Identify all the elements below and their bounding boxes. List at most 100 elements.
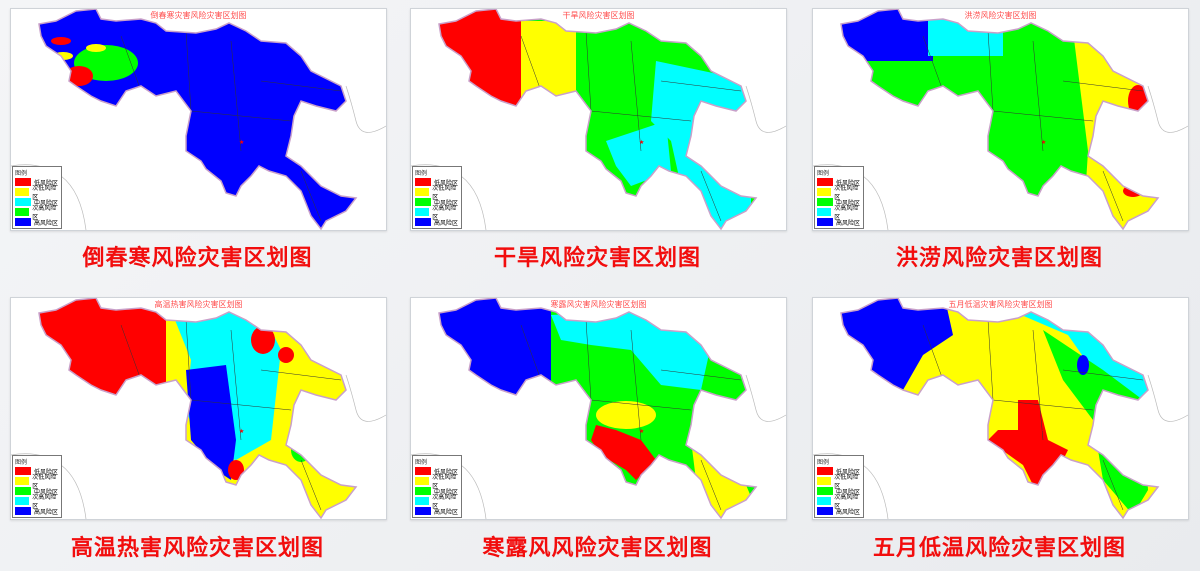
risk-zone-red — [65, 66, 93, 86]
legend-label: 低风险区 — [34, 179, 59, 187]
legend-item: 次高风险区 — [817, 205, 861, 221]
county-boundary — [1032, 329, 1044, 441]
legend-item: 中风险区 — [817, 486, 861, 496]
legend-swatch — [15, 188, 30, 196]
risk-zones — [841, 9, 1158, 229]
legend-swatch — [415, 218, 431, 226]
legend-item: 次低风险区 — [817, 474, 861, 490]
legend-item: 次高风险区 — [415, 205, 459, 221]
legend-title: 图例 — [415, 170, 428, 177]
legend-swatch — [415, 497, 430, 505]
county-boundary — [1062, 369, 1144, 381]
risk-map: ★ — [813, 9, 1188, 230]
risk-map-panel: ★ 高温热害风险灾害区划图 图例 低风险区 次低风险区 中风险区 次高风险区 高风险区 — [10, 297, 387, 520]
legend-item: 高风险区 — [415, 506, 459, 516]
legend-label: 次高风险区 — [32, 205, 57, 221]
map-caption: 高温热害风险灾害区划图 — [70, 536, 324, 561]
legend-label: 中风险区 — [836, 488, 861, 496]
risk-zone-red — [439, 9, 526, 111]
risk-zones — [841, 298, 1158, 518]
risk-zone-yellow — [596, 401, 656, 429]
county-boundary — [585, 319, 592, 401]
capital-star-icon: ★ — [239, 139, 244, 146]
map-legend: 图例 低风险区 次低风险区 中风险区 次高风险区 高风险区 — [12, 166, 62, 229]
legend-label: 高风险区 — [34, 508, 59, 516]
neighbor-boundary — [745, 85, 786, 133]
legend-swatch — [415, 487, 431, 495]
county-boundary — [1102, 459, 1124, 511]
risk-zone-red — [39, 298, 166, 400]
legend-swatch — [817, 467, 833, 475]
map-outline — [38, 298, 358, 519]
risk-zone-red — [988, 400, 1068, 485]
county-boundary — [190, 110, 292, 122]
map-caption: 干旱风险灾害区划图 — [493, 246, 701, 271]
map-outline — [438, 298, 758, 519]
county-boundary — [660, 369, 742, 381]
county-boundary — [585, 30, 592, 112]
county-boundary — [260, 369, 342, 381]
map-title: 五月低温灾害风险灾害区划图 — [948, 300, 1053, 309]
legend-label: 低风险区 — [836, 468, 861, 476]
legend-item: 高风险区 — [15, 217, 59, 227]
map-caption: 洪涝风险灾害区划图 — [895, 246, 1103, 271]
legend-item: 次低风险区 — [15, 185, 59, 201]
county-boundary — [230, 40, 242, 152]
legend-label: 次低风险区 — [432, 185, 457, 201]
neighbor-boundary — [745, 374, 786, 422]
county-boundary — [630, 40, 642, 152]
risk-zone-red — [228, 460, 244, 480]
risk-map-panel: ★ 干旱风险灾害区划图 图例 低风险区 次低风险区 中风险区 次高风险区 高风险区 — [410, 8, 787, 231]
legend-swatch — [415, 467, 431, 475]
legend-swatch — [817, 477, 832, 485]
county-boundary — [120, 324, 142, 381]
legend-item: 低风险区 — [15, 177, 59, 187]
legend-label: 高风险区 — [434, 508, 459, 516]
legend-swatch — [415, 178, 431, 186]
legend-label: 低风险区 — [434, 179, 459, 187]
legend-label: 次高风险区 — [32, 494, 57, 510]
legend-item: 高风险区 — [817, 217, 861, 227]
map-outline — [840, 298, 1160, 519]
risk-zone-red — [1120, 120, 1136, 152]
legend-swatch — [415, 208, 430, 216]
legend-item: 低风险区 — [15, 466, 59, 476]
map-caption: 寒露风风险灾害区划图 — [482, 536, 713, 561]
map-title: 倒春寒灾害风险灾害区划图 — [150, 11, 247, 20]
legend-item: 高风险区 — [415, 217, 459, 227]
map-title: 洪涝风险灾害区划图 — [964, 11, 1037, 20]
legend-swatch — [415, 188, 430, 196]
county-boundary — [260, 80, 342, 92]
legend-swatch — [15, 467, 31, 475]
county-boundary — [185, 319, 192, 401]
county-boundary — [992, 110, 1094, 122]
legend-label: 中风险区 — [34, 199, 59, 207]
county-boundary — [987, 30, 994, 112]
legend-item: 中风险区 — [15, 197, 59, 207]
legend-label: 低风险区 — [34, 468, 59, 476]
legend-label: 次低风险区 — [834, 185, 859, 201]
county-boundary — [922, 35, 944, 92]
legend-title: 图例 — [817, 459, 830, 466]
legend-label: 次高风险区 — [432, 494, 457, 510]
legend-label: 低风险区 — [836, 179, 861, 187]
risk-zones — [39, 298, 356, 518]
legend-swatch — [415, 507, 431, 515]
county-boundary — [992, 399, 1094, 411]
legend-item: 中风险区 — [15, 486, 59, 496]
county-boundary — [520, 35, 542, 92]
legend-label: 次高风险区 — [834, 494, 859, 510]
capital-star-icon: ★ — [239, 428, 244, 435]
risk-zone-yellow — [86, 44, 106, 52]
legend-item: 次高风险区 — [15, 494, 59, 510]
county-boundary — [1032, 40, 1044, 152]
legend-label: 次低风险区 — [834, 474, 859, 490]
risk-map-panel: ★ 倒春寒灾害风险灾害区划图 图例 低风险区 次低风险区 中风险区 次高风险区 高风险区 — [10, 8, 387, 231]
risk-zone-cyan — [606, 121, 671, 186]
legend-swatch — [15, 198, 31, 206]
county-boundary — [987, 319, 994, 401]
map-title: 干旱风险灾害区划图 — [562, 11, 635, 20]
risk-zone-yellow — [521, 21, 576, 101]
legend-label: 次高风险区 — [834, 205, 859, 221]
legend-swatch — [15, 507, 31, 515]
